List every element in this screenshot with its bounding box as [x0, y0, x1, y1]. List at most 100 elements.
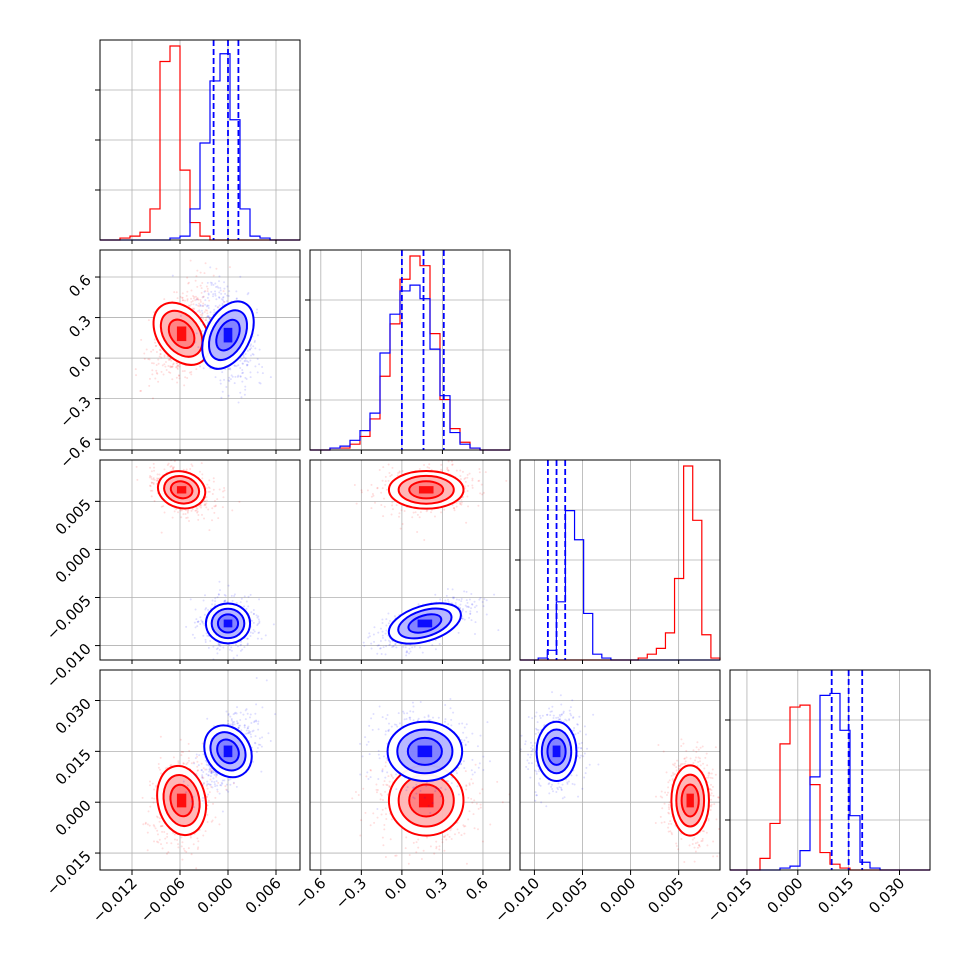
scatter-point	[246, 727, 249, 730]
scatter-point	[463, 832, 466, 835]
scatter-point	[460, 597, 463, 600]
scatter-point	[364, 811, 367, 814]
scatter-point	[207, 608, 210, 611]
scatter-point	[251, 632, 254, 635]
scatter-point	[256, 334, 259, 337]
scatter-point	[209, 783, 212, 786]
scatter-point	[235, 290, 238, 293]
scatter-point	[379, 793, 382, 796]
scatter-point	[405, 650, 408, 653]
scatter-point	[466, 476, 469, 479]
scatter-point	[496, 780, 499, 783]
scatter-point	[408, 854, 411, 857]
scatter-point	[256, 357, 259, 360]
scatter-point	[196, 847, 199, 850]
scatter-point	[203, 801, 206, 804]
scatter-point	[200, 287, 203, 290]
scatter-point	[205, 784, 208, 787]
scatter-point	[447, 600, 450, 603]
scatter-point	[390, 474, 393, 477]
scatter-point	[468, 616, 471, 619]
scatter-point	[155, 364, 158, 367]
scatter-point	[451, 463, 454, 466]
scatter-point	[455, 469, 458, 472]
scatter-point	[381, 487, 384, 490]
scatter-point	[470, 778, 473, 781]
scatter-point	[195, 275, 198, 278]
scatter-point	[469, 610, 472, 613]
scatter-point	[475, 604, 478, 607]
scatter-point	[362, 641, 365, 644]
scatter-point	[234, 711, 237, 714]
scatter-point	[203, 594, 206, 597]
scatter-point	[457, 766, 460, 769]
scatter-point	[246, 637, 249, 640]
scatter-point	[207, 306, 210, 309]
scatter-point	[392, 645, 395, 648]
scatter-point	[255, 677, 258, 680]
scatter-point	[465, 521, 468, 524]
scatter-point	[216, 306, 219, 309]
scatter-point	[170, 465, 173, 468]
scatter-point	[196, 296, 199, 299]
scatter-point	[185, 294, 188, 297]
scatter-point	[373, 626, 376, 629]
scatter-point	[219, 382, 222, 385]
scatter-point	[245, 363, 248, 366]
panel-marks	[351, 697, 510, 870]
scatter-point	[169, 358, 172, 361]
scatter-point	[198, 505, 201, 508]
scatter-point	[202, 634, 205, 637]
scatter-point	[396, 474, 399, 477]
scatter-point	[176, 368, 179, 371]
scatter-point	[391, 466, 394, 469]
scatter-point	[175, 376, 178, 379]
scatter-point	[169, 764, 172, 767]
scatter-point	[190, 762, 193, 765]
scatter-point	[459, 475, 462, 478]
scatter-point	[186, 511, 189, 514]
scatter-point	[473, 600, 476, 603]
scatter-point	[392, 645, 395, 648]
scatter-point	[177, 843, 180, 846]
scatter-point	[214, 290, 217, 293]
scatter-point	[468, 810, 471, 813]
density-peak-red	[176, 326, 187, 342]
scatter-point	[257, 728, 260, 731]
scatter-point	[230, 719, 233, 722]
scatter-point	[246, 363, 249, 366]
scatter-point	[479, 806, 482, 809]
scatter-point	[369, 769, 372, 772]
scatter-point	[216, 647, 219, 650]
scatter-point	[471, 758, 474, 761]
scatter-point	[255, 311, 258, 314]
scatter-point	[381, 769, 384, 772]
scatter-point	[272, 623, 275, 626]
scatter-point	[418, 646, 421, 649]
scatter-point	[195, 618, 198, 621]
scatter-point	[464, 480, 467, 483]
scatter-point	[385, 813, 388, 816]
scatter-point	[460, 503, 463, 506]
scatter-point	[176, 381, 179, 384]
scatter-point	[156, 829, 159, 832]
scatter-point	[447, 469, 450, 472]
scatter-point	[210, 769, 213, 772]
scatter-point	[387, 463, 390, 466]
scatter-point	[254, 347, 257, 350]
scatter-point	[205, 316, 208, 319]
scatter-point	[209, 767, 212, 770]
scatter-point	[473, 606, 476, 609]
scatter-point	[180, 845, 183, 848]
scatter-point	[248, 716, 251, 719]
scatter-point	[157, 362, 160, 365]
scatter-point	[188, 371, 191, 374]
scatter-point	[153, 338, 156, 341]
scatter-point	[239, 391, 242, 394]
scatter-point	[253, 741, 256, 744]
scatter-point	[422, 849, 425, 852]
scatter-point	[204, 299, 207, 302]
scatter-point	[229, 783, 232, 786]
scatter-point	[246, 637, 249, 640]
scatter-point	[172, 468, 175, 471]
